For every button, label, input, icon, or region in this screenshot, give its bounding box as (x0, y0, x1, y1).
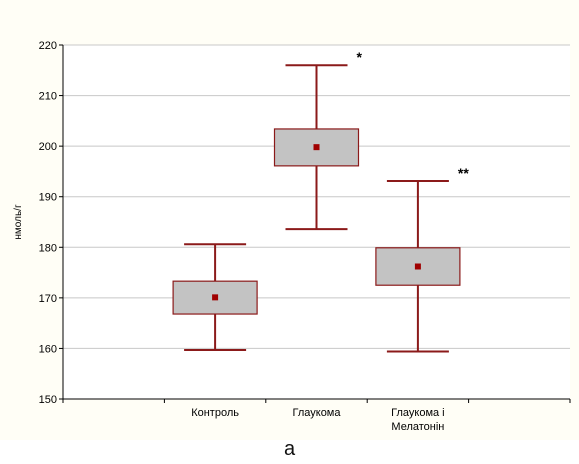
boxes: *** (172, 49, 469, 353)
significance-marker: * (357, 49, 363, 65)
y-tick-label: 200 (39, 141, 57, 153)
y-tick-label: 210 (39, 91, 57, 103)
x-tick-label: Контроль (191, 407, 239, 419)
y-tick-label: 160 (39, 343, 57, 355)
figure-label: а (283, 438, 296, 460)
y-tick-label: 170 (39, 293, 57, 305)
x-axis-labels: Контроль Глаукома Глаукома і Мелатонін (191, 407, 444, 433)
y-tick-label: 190 (39, 192, 57, 204)
significance-marker: ** (458, 165, 469, 181)
box-group: ** (375, 165, 469, 353)
y-axis-label: нмоль/г (13, 204, 24, 240)
mean-marker (313, 144, 320, 151)
gridlines (63, 44, 570, 349)
box-group (172, 243, 258, 351)
x-tick-label: Глаукома (293, 407, 342, 419)
axes (62, 45, 571, 403)
y-tick-label: 180 (39, 242, 57, 254)
mean-marker (212, 294, 219, 301)
mean-marker (414, 263, 421, 270)
x-tick-label-line2: Мелатонін (391, 421, 444, 433)
y-tick-label: 150 (39, 394, 57, 406)
y-tick-label: 220 (39, 40, 57, 52)
y-axis-ticks: 150 160 170 180 190 200 210 220 (39, 40, 63, 406)
x-tick-label: Глаукома і (391, 407, 445, 419)
box-group: * (273, 49, 363, 231)
